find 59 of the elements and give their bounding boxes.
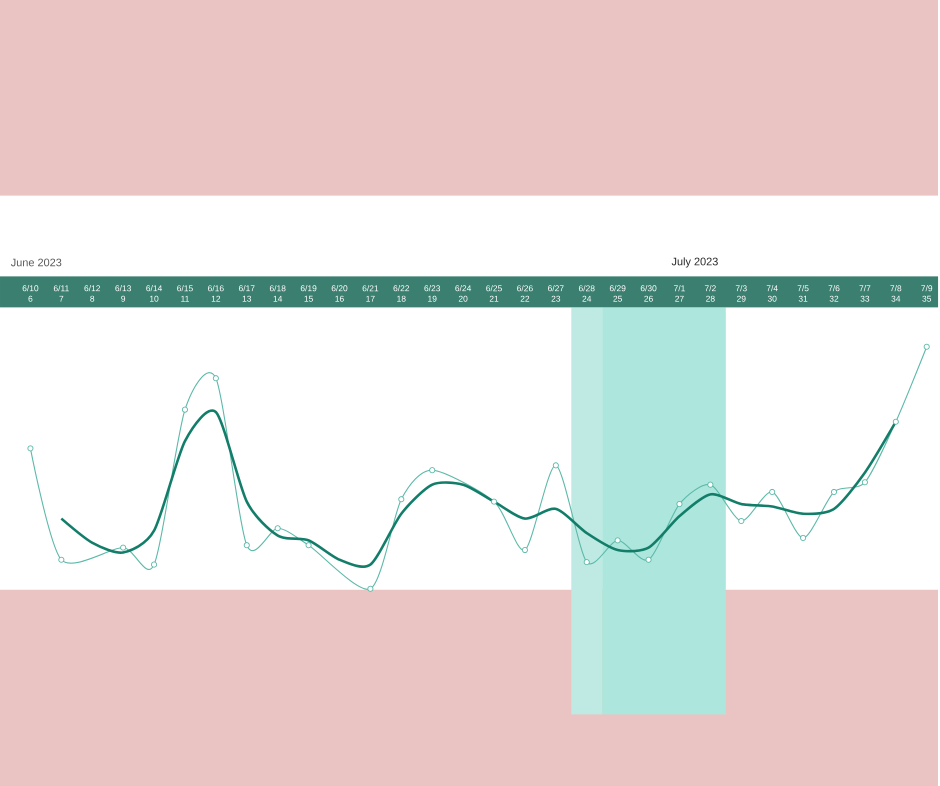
- x-tick-label: 7/4 30: [766, 284, 778, 302]
- point: [490, 498, 498, 505]
- x-tick-label: 6/11 7: [54, 284, 69, 302]
- point: [58, 556, 64, 563]
- point: [151, 561, 158, 568]
- point: [614, 537, 621, 544]
- x-tick-label: 6/14 10: [146, 284, 162, 302]
- point: [306, 542, 312, 548]
- point: [274, 525, 281, 532]
- x-tick-label: 6/30 26: [640, 284, 656, 302]
- point: [367, 586, 374, 592]
- point: [862, 479, 868, 486]
- x-tick-label: 7/8 34: [890, 284, 902, 302]
- x-tick-label: 6/13 9: [115, 284, 132, 302]
- point: [892, 418, 899, 425]
- point: [800, 534, 806, 541]
- point: [738, 518, 744, 524]
- x-tick-label: 7/6 32: [828, 284, 840, 302]
- point: [830, 488, 838, 495]
- x-tick-label: 6/27 23: [548, 284, 564, 302]
- point: [429, 466, 436, 474]
- x-tick-label: 7/3 29: [736, 284, 747, 302]
- point: [552, 462, 559, 468]
- x-tick-label: 6/10 6: [22, 284, 38, 302]
- point: [707, 481, 714, 488]
- point: [120, 544, 126, 550]
- point: [646, 556, 652, 563]
- x-tick-label: 7/7 33: [859, 284, 870, 302]
- x-tick-label: 6/23 19: [424, 284, 440, 302]
- x-tick-label: 7/2 28: [704, 284, 716, 302]
- x-tick-label: 6/20 16: [332, 284, 348, 302]
- point: [212, 375, 219, 382]
- x-tick-label: 6/12 8: [84, 284, 100, 302]
- point: [584, 558, 590, 566]
- point: [522, 546, 528, 553]
- x-tick-label: 7/9 35: [921, 284, 932, 302]
- x-tick-label: 6/18 14: [270, 284, 286, 302]
- x-tick-label: 6/17 13: [238, 284, 255, 302]
- x-tick-label: 6/19 15: [300, 284, 316, 302]
- point: [924, 344, 930, 350]
- point: [182, 406, 188, 413]
- point: [244, 542, 250, 548]
- x-tick-label: 6/22 18: [394, 284, 410, 302]
- x-tick-label: 6/21 17: [362, 284, 378, 302]
- x-tick-label: 6/28 24: [578, 284, 595, 302]
- x-tick-label: 6/26 22: [517, 284, 533, 302]
- x-tick-label: 6/29 25: [610, 284, 626, 302]
- x-tick-label: 6/24 20: [455, 284, 472, 302]
- x-tick-label: 6/16 12: [208, 284, 224, 302]
- point: [27, 445, 34, 452]
- point: [398, 496, 404, 502]
- x-tick-label: 6/25 21: [486, 284, 502, 302]
- text: June 2023: [10, 258, 62, 266]
- x-tick-label: 7/5 31: [798, 284, 809, 302]
- x-tick-label: 6/15 11: [177, 284, 193, 302]
- text: July 2023: [672, 257, 718, 268]
- point: [769, 488, 776, 495]
- point: [676, 500, 682, 507]
- x-tick-label: 7/1 27: [674, 284, 685, 302]
